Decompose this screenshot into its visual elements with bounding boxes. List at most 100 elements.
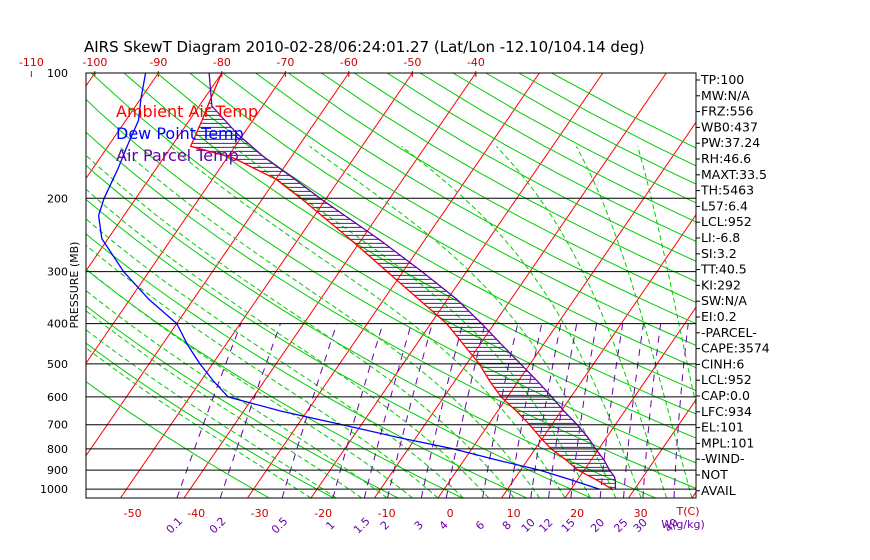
dry-adiabat-line — [86, 131, 696, 489]
mixing-ratio-label: 3 — [412, 518, 426, 532]
bottom-temperature-label: 0 — [447, 507, 454, 520]
mixing-ratio-line — [623, 323, 644, 498]
stat-item: RH:46.6 — [701, 151, 751, 166]
bottom-temperature-label: 20 — [570, 507, 584, 520]
mixing-ratio-line — [363, 323, 412, 498]
top-temperature-label: -40 — [467, 56, 485, 69]
cape-hatch — [191, 98, 616, 488]
mixing-ratio-label: 0.2 — [207, 515, 229, 537]
stat-item: FRZ:556 — [701, 104, 754, 119]
stat-item: LCL:952 — [701, 214, 752, 229]
mixing-ratio-line — [387, 323, 433, 498]
legend-ambient-air-temp: Ambient Air Temp — [116, 102, 258, 121]
y-axis-label: PRESSURE (MB) — [68, 242, 81, 329]
pressure-tick-label: 900 — [47, 464, 68, 477]
mixing-ratio-label: 1 — [323, 518, 337, 532]
stat-item: LCL:952 — [701, 372, 752, 387]
bottom-temperature-label: -30 — [251, 507, 269, 520]
isotherm-line — [756, 73, 870, 498]
stat-item: -PARCEL- — [701, 325, 757, 340]
isotherm-line — [437, 121, 696, 498]
mixing-ratio-line — [482, 323, 519, 498]
dry-adiabat-line — [86, 342, 334, 498]
dry-adiabat-line — [353, 73, 696, 262]
mixing-ratio-label: 6 — [473, 518, 487, 532]
mixing-ratio-label: 8 — [500, 518, 514, 532]
mixing-ratio-label: 0.1 — [164, 515, 186, 537]
mixing-ratio-line — [673, 323, 689, 498]
temperature-unit-label: T(C) — [676, 505, 700, 518]
isotherm-line — [310, 73, 604, 498]
stat-item: NOT — [701, 467, 728, 482]
stat-item: AVAIL — [701, 483, 736, 498]
dry-adiabat-line — [86, 98, 696, 464]
mixing-ratio-label: 10 — [519, 516, 538, 535]
mixing-ratio-line — [176, 323, 242, 498]
pressure-tick-label: 300 — [47, 266, 68, 279]
mixing-ratio-line — [420, 323, 464, 498]
stat-item: MPL:101 — [701, 435, 754, 450]
dry-adiabat-line — [90, 73, 696, 439]
dry-adiabat-line — [189, 73, 696, 369]
stat-item: CAPE:3574 — [701, 341, 770, 356]
ambient-air-temp-line — [189, 73, 613, 490]
stat-item: SW:N/A — [701, 293, 747, 308]
mixing-ratio-line — [508, 323, 543, 498]
dry-adiabat-line — [321, 73, 696, 283]
pressure-tick-label: 600 — [47, 391, 68, 404]
pressure-tick-label: 500 — [47, 358, 68, 371]
stat-item: WB0:437 — [701, 119, 758, 134]
pressure-tick-label: 1000 — [40, 483, 68, 496]
bottom-temperature-label: 10 — [507, 507, 521, 520]
stat-item: LFC:934 — [701, 404, 752, 419]
dry-adiabat-line — [86, 233, 527, 498]
mixing-ratio-line — [570, 323, 598, 498]
pressure-tick-label: 400 — [47, 318, 68, 331]
dew-point-temp-line — [97, 73, 600, 490]
bottom-temperature-label: -50 — [124, 507, 142, 520]
stat-item: -WIND- — [701, 451, 745, 466]
isotherm-line — [120, 73, 413, 498]
dry-adiabat-line — [123, 73, 696, 415]
mixing-ratio-label: 20 — [588, 516, 607, 535]
stat-item: MAXT:33.5 — [701, 167, 767, 182]
isotherm-line — [86, 73, 350, 457]
isotherm-line — [86, 73, 159, 180]
legend-dew-point-temp: Dew Point Temp — [116, 124, 244, 143]
top-temperature-label: -80 — [213, 56, 231, 69]
bottom-temperature-label: -40 — [187, 507, 205, 520]
stat-item: L57:6.4 — [701, 198, 748, 213]
top-temperature-label: -70 — [276, 56, 294, 69]
top-temperature-label: -100 — [82, 56, 107, 69]
stat-item: TP:100 — [700, 72, 744, 87]
mixing-ratio-line — [642, 323, 662, 498]
mixing-ratio-line — [332, 323, 384, 498]
mixing-ratio-line — [599, 323, 624, 498]
dry-adiabat-line — [156, 73, 696, 392]
mixing-ratio-label: 12 — [537, 516, 556, 535]
stat-item: SI:3.2 — [701, 246, 737, 261]
isotherm-line — [0, 73, 31, 498]
dry-adiabat-line — [86, 198, 592, 498]
top-temperature-label: -50 — [403, 56, 421, 69]
dry-adiabat-line — [485, 73, 696, 185]
top-temperature-label: -90 — [149, 56, 167, 69]
bottom-temperature-axis: -50 -40 -30 -20 -10 0 10 20 30 T(C) — [124, 505, 700, 520]
stat-item: CAP:0.0 — [701, 388, 750, 403]
stat-item: TT:40.5 — [700, 262, 747, 277]
pressure-tick-label: 800 — [47, 443, 68, 456]
dry-adiabat-line — [222, 73, 696, 346]
bottom-temperature-label: -10 — [378, 507, 396, 520]
dry-adiabat-line — [288, 73, 696, 303]
moist-adiabat-line — [496, 145, 668, 498]
stat-item: LI:-6.8 — [701, 230, 740, 245]
top-temperature-label: -110 — [19, 56, 44, 69]
stat-item: KI:292 — [701, 277, 741, 292]
pressure-tick-label: 700 — [47, 419, 68, 432]
pressure-tick-label: 200 — [47, 192, 68, 205]
legend: Ambient Air Temp Dew Point Temp Air Parc… — [116, 102, 258, 165]
mixing-ratio-label: 1.5 — [351, 515, 373, 537]
pressure-axis: 100 200 300 400 500 600 700 800 900 1000 — [40, 67, 696, 496]
dry-adiabat-line — [419, 73, 696, 223]
